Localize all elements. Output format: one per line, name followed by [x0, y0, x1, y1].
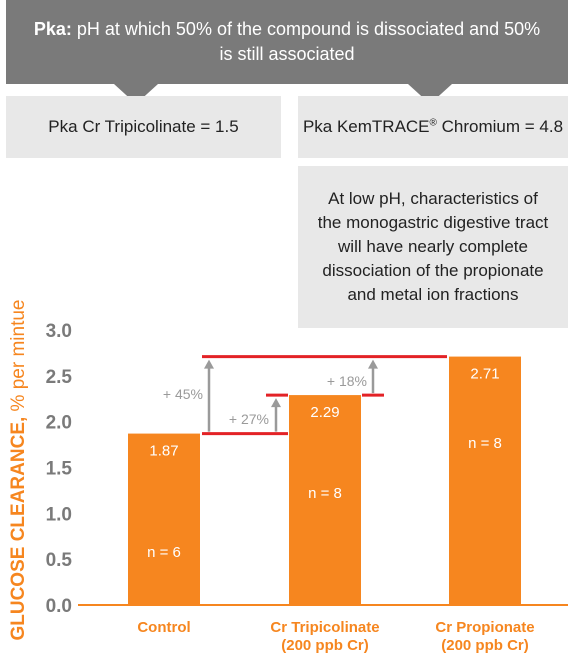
x-category-label: Cr Propionate: [435, 619, 534, 636]
dissociation-note: At low pH, characteristics of the monoga…: [298, 166, 568, 328]
bar-value-label: 2.29: [310, 404, 339, 421]
y-tick-label: 3.0: [46, 321, 72, 342]
pka-tripicolinate-box: Pka Cr Tripicolinate = 1.5: [6, 96, 281, 158]
percent-increase-label: + 18%: [327, 373, 367, 389]
pka-term: Pka:: [33, 19, 72, 39]
x-category-label: Cr Tripicolinate: [270, 619, 379, 636]
pka-kemtrace-box: Pka KemTRACE® Chromium = 4.8: [298, 96, 568, 158]
y-tick-label: 2.0: [46, 413, 72, 434]
percent-increase-label: + 45%: [163, 386, 203, 402]
x-category-sublabel: (200 ppb Cr): [441, 637, 529, 654]
y-tick-label: 1.5: [46, 459, 73, 480]
pka-kemtrace-text: Pka KemTRACE® Chromium = 4.8: [302, 117, 564, 136]
y-axis-label: GLUCOSE CLEARANCE, % per mintue: [8, 299, 29, 640]
x-category-sublabel: (200 ppb Cr): [281, 637, 369, 654]
bar-n-label: n = 8: [308, 485, 342, 502]
bar-n-label: n = 6: [147, 544, 181, 561]
bar: [128, 433, 200, 605]
definition-banner: Pka: pH at which 50% of the compound is …: [6, 0, 568, 84]
pka-tripicolinate-text: Pka Cr Tripicolinate = 1.5: [48, 117, 239, 136]
y-tick-label: 2.5: [46, 367, 73, 388]
percent-increase-label: + 27%: [229, 411, 269, 427]
x-category-label: Control: [137, 619, 190, 636]
bar: [289, 395, 361, 605]
y-tick-label: 1.0: [46, 504, 72, 525]
increase-arrowhead: [368, 359, 378, 369]
bar-n-label: n = 8: [468, 435, 502, 452]
y-tick-label: 0.5: [46, 550, 73, 571]
increase-arrowhead: [271, 398, 281, 408]
pka-definition: pH at which 50% of the compound is disso…: [76, 19, 541, 64]
bar-value-label: 1.87: [149, 443, 178, 460]
bar: [449, 356, 521, 605]
bar-value-label: 2.71: [470, 366, 499, 383]
increase-arrowhead: [204, 359, 214, 369]
y-tick-label: 0.0: [46, 596, 72, 617]
dissociation-note-text: At low pH, characteristics of the monoga…: [317, 189, 549, 304]
